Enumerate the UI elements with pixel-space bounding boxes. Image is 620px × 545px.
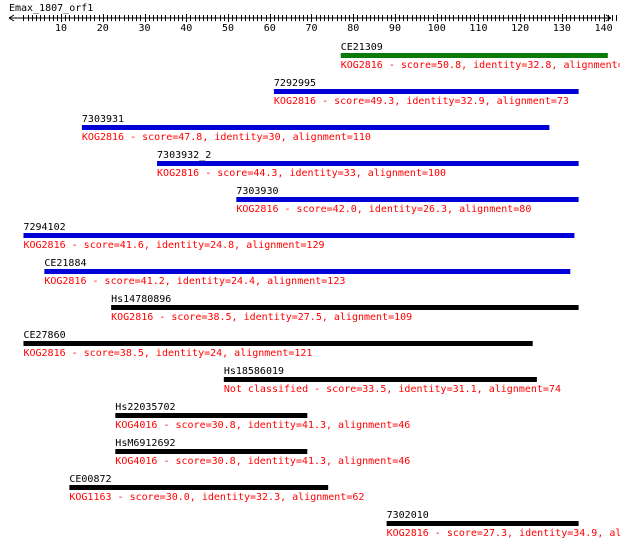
hit-row[interactable]: 7303932_2 KOG2816 - score=44.3, identity=…	[157, 150, 579, 179]
hit-row[interactable]: Hs18586019 Not classified - score=33.5, i…	[223, 366, 561, 395]
hit-annotation: KOG4016 - score=30.8, identity=41.3, ali…	[115, 456, 410, 467]
hit-alignment-bar[interactable]	[340, 53, 608, 58]
hit-row[interactable]: CE27860 KOG2816 - score=38.5, identity=24…	[23, 330, 533, 359]
hit-name[interactable]: Hs18586019	[224, 366, 284, 377]
hit-name[interactable]: 7303932_2	[157, 150, 211, 161]
hit-name[interactable]: Hs14780896	[111, 294, 171, 305]
hit-annotation: KOG2816 - score=38.5, identity=24, align…	[23, 348, 312, 359]
ruler-tick-label: 40	[180, 23, 192, 34]
hit-row[interactable]: HsM6912692 KOG4016 - score=30.8, identity…	[115, 438, 410, 467]
ruler-tick-label: 140	[595, 23, 613, 34]
hit-alignment-bar[interactable]	[81, 125, 550, 130]
hit-annotation: KOG2816 - score=47.8, identity=30, align…	[82, 132, 371, 143]
hit-alignment-bar[interactable]	[157, 161, 579, 166]
hit-alignment-bar[interactable]	[23, 341, 533, 346]
hit-name[interactable]: Hs22035702	[115, 402, 175, 413]
ruler-tick-label: 130	[553, 23, 571, 34]
hit-name[interactable]: 7303931	[82, 114, 124, 125]
ruler-left-arrow	[8, 14, 15, 22]
hit-name[interactable]: CE27860	[23, 330, 65, 341]
hit-name[interactable]: 7294102	[23, 222, 65, 233]
hit-annotation: KOG2816 - score=38.5, identity=27.5, ali…	[111, 312, 412, 323]
hit-alignment-bar[interactable]	[23, 233, 575, 238]
hit-name[interactable]: CE21884	[44, 258, 86, 269]
ruler-tick-label: 80	[347, 23, 359, 34]
hit-annotation: KOG2816 - score=41.2, identity=24.4, ali…	[44, 276, 345, 287]
hit-annotation: KOG2816 - score=42.0, identity=26.3, ali…	[236, 204, 531, 215]
hit-row[interactable]: CE21884 KOG2816 - score=41.2, identity=24…	[44, 258, 571, 287]
hit-name[interactable]: 7292995	[274, 78, 316, 89]
sequence-ruler: 10 20 30 40 50 60 70 80 90 100 110 120 130 140	[8, 14, 617, 34]
hit-name[interactable]: CE00872	[69, 474, 111, 485]
ruler-tick-label: 90	[389, 23, 401, 34]
hit-annotation: KOG2816 - score=50.8, identity=32.8, ali…	[341, 60, 620, 71]
hit-annotation: KOG2816 - score=44.3, identity=33, align…	[157, 168, 446, 179]
ruler-tick-label: 110	[469, 23, 487, 34]
ruler-tick-label: 100	[428, 23, 446, 34]
hit-row[interactable]: CE00872 KOG1163 - score=30.0, identity=32…	[69, 474, 364, 503]
hit-alignment-bar[interactable]	[223, 377, 537, 382]
hit-name[interactable]: 7302010	[387, 510, 429, 521]
hit-alignment-bar[interactable]	[236, 197, 579, 202]
ruler-tick-label: 60	[264, 23, 276, 34]
hit-alignment-bar[interactable]	[386, 521, 579, 526]
ruler-tick-label: 30	[138, 23, 150, 34]
hit-alignment-bar[interactable]	[111, 305, 579, 310]
hit-row[interactable]: 7303930 KOG2816 - score=42.0, identity=26…	[236, 186, 579, 215]
hit-row[interactable]: CE21309 KOG2816 - score=50.8, identity=32…	[340, 42, 620, 71]
hit-row[interactable]: Hs22035702 KOG4016 - score=30.8, identity…	[115, 402, 410, 431]
hit-row[interactable]: Hs14780896 KOG2816 - score=38.5, identity…	[111, 294, 579, 323]
hit-annotation: Not classified - score=33.5, identity=31…	[224, 384, 561, 395]
ruler-tick-label: 50	[222, 23, 234, 34]
hit-row[interactable]: 7292995 KOG2816 - score=49.3, identity=32…	[273, 78, 579, 107]
hit-row[interactable]: 7302010 KOG2816 - score=27.3, identity=34…	[386, 510, 620, 539]
ruler-tick-label: 120	[511, 23, 529, 34]
hit-alignment-bar[interactable]	[115, 413, 308, 418]
hit-alignment-bar[interactable]	[69, 485, 329, 490]
ruler-tick-label: 10	[55, 23, 67, 34]
hit-row[interactable]: 7294102 KOG2816 - score=41.6, identity=24…	[23, 222, 575, 251]
hit-list: CE21309 KOG2816 - score=50.8, identity=32…	[23, 42, 620, 539]
hit-annotation: KOG2816 - score=41.6, identity=24.8, ali…	[23, 240, 324, 251]
query-title: Emax_1807_orf1	[9, 3, 93, 14]
hit-annotation: KOG1163 - score=30.0, identity=32.3, ali…	[69, 492, 364, 503]
ruler-tick-label: 20	[97, 23, 109, 34]
hit-alignment-bar[interactable]	[44, 269, 571, 274]
hit-name[interactable]: CE21309	[341, 42, 383, 53]
hit-name[interactable]: 7303930	[236, 186, 278, 197]
hit-annotation: KOG4016 - score=30.8, identity=41.3, ali…	[115, 420, 410, 431]
hit-alignment-bar[interactable]	[115, 449, 308, 454]
hit-alignment-bar[interactable]	[273, 89, 579, 94]
ruler-tick-label: 70	[305, 23, 317, 34]
hit-row[interactable]: 7303931 KOG2816 - score=47.8, identity=30…	[81, 114, 550, 143]
hit-annotation: KOG2816 - score=49.3, identity=32.9, ali…	[274, 96, 569, 107]
hit-name[interactable]: HsM6912692	[115, 438, 175, 449]
hit-annotation: KOG2816 - score=27.3, identity=34.9, ali…	[387, 528, 620, 539]
